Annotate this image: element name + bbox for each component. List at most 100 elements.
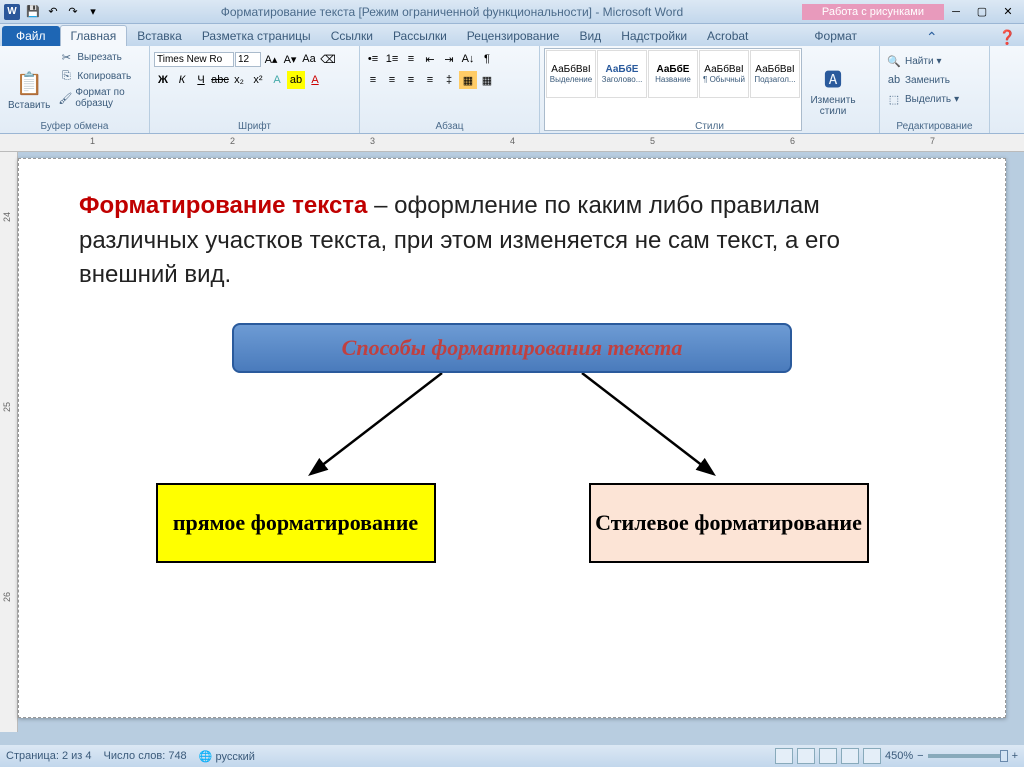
sort-icon[interactable]: A↓ — [459, 50, 477, 68]
page[interactable]: Форматирование текста – оформление по ка… — [18, 158, 1006, 718]
change-styles-icon: 🅰 — [817, 63, 849, 95]
horizontal-ruler[interactable]: 1 2 3 4 5 6 7 — [0, 134, 1024, 152]
paste-button[interactable]: 📋 Вставить — [4, 48, 54, 131]
tab-addins[interactable]: Надстройки — [611, 26, 697, 46]
ruler-mark: 1 — [90, 136, 95, 146]
tab-mailings[interactable]: Рассылки — [383, 26, 457, 46]
format-painter-button[interactable]: 🖌Формат по образцу — [56, 86, 145, 110]
text-effects-icon[interactable]: A — [268, 71, 286, 89]
help-icon[interactable]: ❓ — [999, 29, 1016, 46]
ruler-mark: 3 — [370, 136, 375, 146]
zoom-slider[interactable] — [928, 754, 1008, 758]
ribbon-minimize-icon[interactable]: ⌃ — [926, 29, 938, 46]
style-item[interactable]: АаБбВвІПодзагол... — [750, 50, 800, 98]
vertical-ruler[interactable]: 24 25 26 — [0, 152, 18, 732]
zoom-in-icon[interactable]: + — [1012, 750, 1018, 762]
tab-insert[interactable]: Вставка — [127, 26, 192, 46]
tab-home[interactable]: Главная — [60, 25, 128, 46]
numbering-icon[interactable]: 1≡ — [383, 50, 401, 68]
view-draft-icon[interactable] — [863, 748, 881, 764]
document-area: 24 25 26 Форматирование текста – оформле… — [0, 152, 1024, 732]
ruler-mark: 4 — [510, 136, 515, 146]
style-item[interactable]: АаБбЕНазвание — [648, 50, 698, 98]
grow-font-icon[interactable]: A▴ — [262, 50, 280, 68]
font-name-select[interactable] — [154, 52, 234, 67]
bold-button[interactable]: Ж — [154, 71, 172, 89]
undo-icon[interactable]: ↶ — [44, 3, 62, 21]
highlight-icon[interactable]: ab — [287, 71, 305, 89]
italic-button[interactable]: К — [173, 71, 191, 89]
maximize-icon[interactable]: ▢ — [970, 4, 994, 20]
tab-view[interactable]: Вид — [569, 26, 611, 46]
bullets-icon[interactable]: •≡ — [364, 50, 382, 68]
change-styles-button[interactable]: 🅰 Изменить стили — [804, 48, 862, 131]
change-case-icon[interactable]: Aa — [300, 50, 318, 68]
diagram-header[interactable]: Способы форматирования текста — [232, 323, 792, 373]
multilevel-icon[interactable]: ≡ — [402, 50, 420, 68]
clear-format-icon[interactable]: ⌫ — [319, 50, 337, 68]
ruler-mark: 5 — [650, 136, 655, 146]
align-center-icon[interactable]: ≡ — [383, 71, 401, 89]
view-web-icon[interactable] — [819, 748, 837, 764]
diagram-leaf-style[interactable]: Стилевое форматирование — [589, 483, 869, 563]
shading-icon[interactable]: ▦ — [459, 71, 477, 89]
redo-icon[interactable]: ↷ — [64, 3, 82, 21]
borders-icon[interactable]: ▦ — [478, 71, 496, 89]
justify-icon[interactable]: ≡ — [421, 71, 439, 89]
pilcrow-icon[interactable]: ¶ — [478, 50, 496, 68]
status-zoom[interactable]: 450% — [885, 750, 913, 762]
zoom-out-icon[interactable]: − — [917, 750, 923, 762]
line-spacing-icon[interactable]: ‡ — [440, 71, 458, 89]
group-font: A▴ A▾ Aa ⌫ Ж К Ч abc x₂ x² A ab A Шрифт — [150, 46, 360, 133]
strike-button[interactable]: abc — [211, 71, 229, 89]
status-lang[interactable]: 🌐 русский — [199, 750, 255, 763]
align-right-icon[interactable]: ≡ — [402, 71, 420, 89]
find-label: Найти — [905, 56, 934, 67]
tab-references[interactable]: Ссылки — [321, 26, 383, 46]
ruler-mark: 2 — [230, 136, 235, 146]
word-app-icon: W — [4, 4, 20, 20]
paste-label: Вставить — [8, 100, 50, 111]
definition-paragraph: Форматирование текста – оформление по ка… — [79, 189, 945, 293]
style-item[interactable]: АаБбВвІВыделение — [546, 50, 596, 98]
align-left-icon[interactable]: ≡ — [364, 71, 382, 89]
styles-gallery[interactable]: АаБбВвІВыделение АаБбЕЗаголово... АаБбЕН… — [544, 48, 802, 131]
replace-button[interactable]: abЗаменить — [884, 71, 961, 89]
zoom-thumb[interactable] — [1000, 750, 1008, 762]
format-painter-label: Формат по образцу — [75, 87, 143, 109]
status-page[interactable]: Страница: 2 из 4 — [6, 750, 92, 762]
status-words[interactable]: Число слов: 748 — [104, 750, 187, 762]
superscript-button[interactable]: x² — [249, 71, 267, 89]
copy-button[interactable]: ⎘Копировать — [56, 67, 145, 85]
qat-dropdown-icon[interactable]: ▾ — [84, 3, 102, 21]
underline-button[interactable]: Ч — [192, 71, 210, 89]
minimize-icon[interactable]: ─ — [944, 4, 968, 20]
find-icon: 🔍 — [886, 53, 902, 69]
style-item[interactable]: АаБбВвІ¶ Обычный — [699, 50, 749, 98]
view-outline-icon[interactable] — [841, 748, 859, 764]
indent-icon[interactable]: ⇥ — [440, 50, 458, 68]
outdent-icon[interactable]: ⇤ — [421, 50, 439, 68]
cut-label: Вырезать — [77, 52, 121, 63]
tab-format[interactable]: Формат — [798, 26, 873, 46]
subscript-button[interactable]: x₂ — [230, 71, 248, 89]
save-icon[interactable]: 💾 — [24, 3, 42, 21]
group-editing: 🔍Найти ▾ abЗаменить ⬚Выделить ▾ Редактир… — [880, 46, 990, 133]
window-title: Форматирование текста [Режим ограниченно… — [102, 5, 802, 19]
find-button[interactable]: 🔍Найти ▾ — [884, 52, 961, 70]
shrink-font-icon[interactable]: A▾ — [281, 50, 299, 68]
style-item[interactable]: АаБбЕЗаголово... — [597, 50, 647, 98]
view-read-icon[interactable] — [797, 748, 815, 764]
tab-review[interactable]: Рецензирование — [457, 26, 570, 46]
select-button[interactable]: ⬚Выделить ▾ — [884, 90, 961, 108]
font-color-icon[interactable]: A — [306, 71, 324, 89]
font-size-select[interactable] — [235, 52, 261, 67]
diagram-leaf-direct[interactable]: прямое форматирование — [156, 483, 436, 563]
cut-button[interactable]: ✂Вырезать — [56, 48, 145, 66]
tab-acrobat[interactable]: Acrobat — [697, 26, 758, 46]
view-print-icon[interactable] — [775, 748, 793, 764]
file-tab[interactable]: Файл — [2, 26, 60, 46]
group-styles-label: Стили — [540, 121, 879, 132]
tab-layout[interactable]: Разметка страницы — [192, 26, 321, 46]
close-icon[interactable]: ✕ — [996, 4, 1020, 20]
